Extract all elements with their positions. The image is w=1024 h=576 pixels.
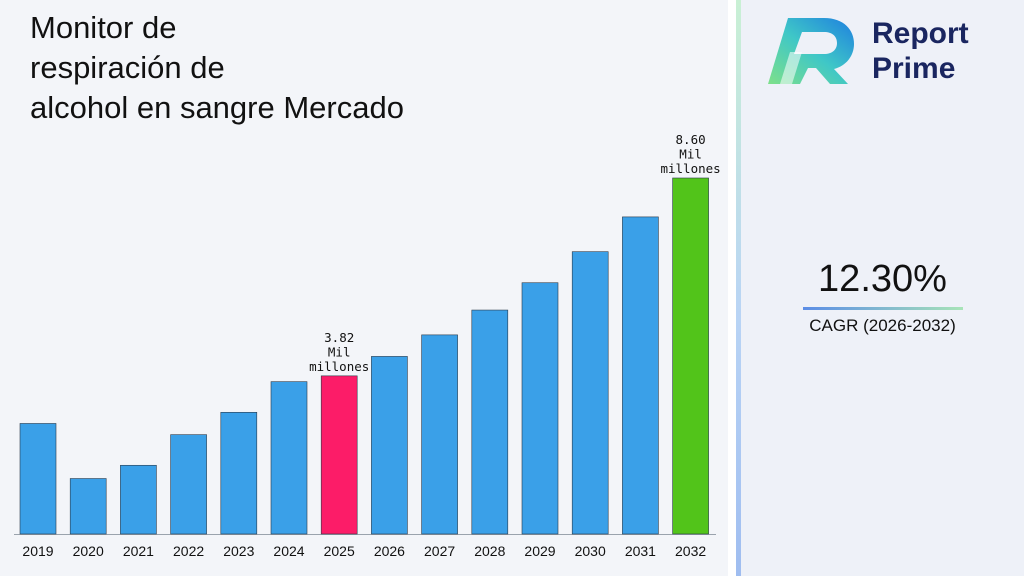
x-tick-label-2030: 2030 bbox=[575, 543, 606, 559]
x-tick-label-2023: 2023 bbox=[223, 543, 254, 559]
bar-2025 bbox=[320, 375, 358, 535]
x-tick-label-2020: 2020 bbox=[73, 543, 104, 559]
x-tick-label-2027: 2027 bbox=[424, 543, 455, 559]
title-line-3: alcohol en sangre Mercado bbox=[30, 90, 404, 125]
data-label-2025-line-2: Mil bbox=[328, 344, 351, 359]
bar-2026 bbox=[371, 356, 408, 535]
data-label-2025-line-1: 3.82 bbox=[324, 330, 354, 345]
cagr-label: CAGR (2026-2032) bbox=[809, 316, 956, 335]
logo-text-report: Report bbox=[872, 17, 969, 50]
bar-2019 bbox=[19, 423, 57, 535]
bar-2028 bbox=[471, 309, 509, 535]
bar-2021 bbox=[120, 464, 157, 535]
bar-2024 bbox=[270, 381, 308, 535]
x-tick-label-2032: 2032 bbox=[675, 543, 706, 559]
bar-2030 bbox=[571, 251, 609, 535]
x-tick-label-2022: 2022 bbox=[173, 543, 204, 559]
x-tick-label-2021: 2021 bbox=[123, 543, 154, 559]
data-label-2032-line-2: Mil bbox=[679, 147, 702, 162]
x-tick-label-2031: 2031 bbox=[625, 543, 656, 559]
summary-panel bbox=[741, 0, 1024, 576]
bar-2027 bbox=[421, 334, 458, 535]
data-label-2032-line-3: millones bbox=[660, 161, 720, 176]
bar-2032 bbox=[672, 177, 709, 535]
logo-text-prime: Prime bbox=[872, 52, 956, 85]
bar-2020 bbox=[69, 478, 107, 535]
bar-2031 bbox=[622, 216, 659, 535]
panel-divider bbox=[736, 0, 741, 576]
title-line-2: respiración de bbox=[30, 50, 225, 85]
data-label-2032-line-1: 8.60 bbox=[676, 132, 706, 147]
x-tick-label-2024: 2024 bbox=[273, 543, 304, 559]
title-line-1: Monitor de bbox=[30, 10, 177, 45]
bar-chart: 2019 2020 2021 2022 2023 2024 2025 2026 2027 2028… bbox=[14, 132, 721, 559]
bar-2029 bbox=[521, 282, 559, 535]
cagr-underline bbox=[803, 307, 963, 310]
bar-2022 bbox=[170, 434, 207, 535]
cagr-value: 12.30% bbox=[818, 258, 947, 300]
x-tick-label-2026: 2026 bbox=[374, 543, 405, 559]
chart-title: Monitor de respiración de alcohol en san… bbox=[30, 8, 550, 128]
x-tick-label-2019: 2019 bbox=[22, 543, 53, 559]
x-tick-label-2025: 2025 bbox=[324, 543, 355, 559]
x-tick-label-2029: 2029 bbox=[524, 543, 555, 559]
x-tick-label-2028: 2028 bbox=[474, 543, 505, 559]
logo-text: Report Prime bbox=[872, 16, 969, 86]
data-label-2025-line-3: millones bbox=[309, 359, 369, 374]
bar-2023 bbox=[220, 411, 258, 535]
logo-mark-icon bbox=[768, 18, 854, 84]
report-prime-logo[interactable]: Report Prime bbox=[766, 14, 1006, 88]
